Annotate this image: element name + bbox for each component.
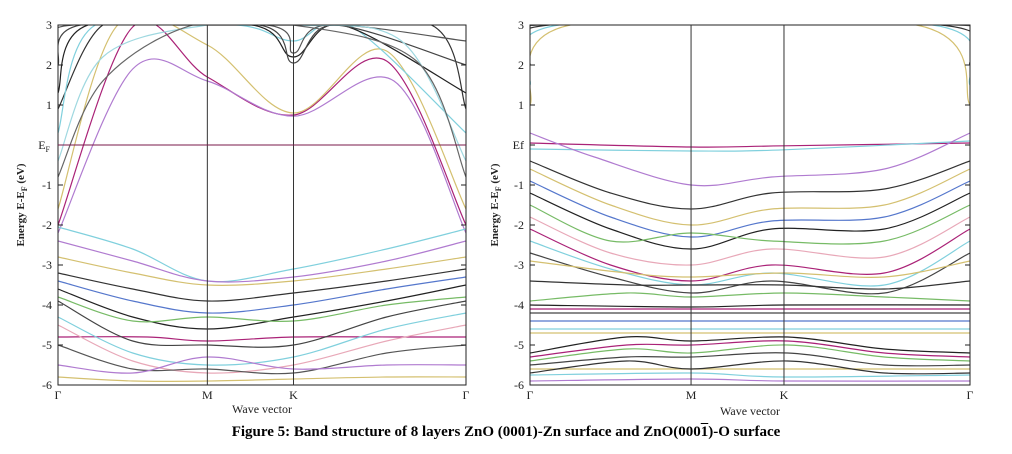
left-band-line-15 <box>58 276 466 314</box>
right-band-line-27 <box>530 340 970 358</box>
right-band-line-31 <box>530 372 970 378</box>
left-y-axis-label: Energy E-EF (eV) <box>15 163 29 246</box>
right-band-line-5 <box>530 142 970 148</box>
right-x-tick-label: Γ <box>967 388 974 402</box>
left-band-line-6 <box>58 25 466 94</box>
left-fermi-level-label: EF <box>38 138 50 154</box>
left-band-line-5 <box>58 25 466 134</box>
right-band-line-6 <box>530 140 970 152</box>
left-y-tick-label: -1 <box>42 178 52 192</box>
right-band-line-3 <box>530 25 970 86</box>
right-band-line-13 <box>530 216 970 266</box>
right-y-axis-label: Energy E-EF (eV) <box>489 163 503 246</box>
right-band-line-28 <box>530 344 970 362</box>
right-band-line-33 <box>530 360 970 375</box>
right-y-tick-label: 2 <box>518 58 524 72</box>
right-band-line-17 <box>530 260 970 278</box>
left-band-line-20 <box>58 300 466 348</box>
left-band-line-11 <box>58 226 466 283</box>
left-y-tick-label: -5 <box>42 338 52 352</box>
left-band-line-9 <box>58 25 466 162</box>
left-y-tick-label: -3 <box>42 258 52 272</box>
caption-overline-digit: 1 <box>700 424 709 440</box>
right-band-line-20 <box>530 304 970 308</box>
left-x-tick-label: Γ <box>55 388 62 402</box>
left-band-line-17 <box>58 296 466 323</box>
right-band-line-1 <box>530 25 970 106</box>
right-band-line-16 <box>530 252 970 295</box>
left-band-line-3 <box>58 25 466 210</box>
right-band-line-32 <box>530 378 970 382</box>
right-band-line-7 <box>530 132 970 187</box>
right-x-tick-label: K <box>780 388 789 402</box>
figure-caption: Figure 5: Band structure of 8 layers ZnO… <box>0 424 1012 441</box>
caption-overline-digits: 000 <box>678 424 701 440</box>
right-x-axis-label: Wave vector <box>720 404 780 418</box>
right-y-tick-label: -4 <box>514 298 524 312</box>
caption-prefix: Figure 5: Band structure of 8 layers ZnO… <box>231 424 679 440</box>
left-band-line-23 <box>58 376 466 382</box>
right-fermi-level-label: Ef <box>513 138 524 152</box>
right-y-tick-label: 1 <box>518 98 524 112</box>
left-band-line-16 <box>58 284 466 330</box>
left-y-tick-label: -6 <box>42 378 52 392</box>
left-y-tick-label: 2 <box>46 58 52 72</box>
left-band-line-21 <box>58 324 466 374</box>
left-y-tick-label: -4 <box>42 298 52 312</box>
right-x-tick-label: Γ <box>527 388 534 402</box>
right-band-line-9 <box>530 168 970 226</box>
right-band-line-19 <box>530 292 970 302</box>
right-band-line-10 <box>530 180 970 238</box>
right-y-tick-label: -5 <box>514 338 524 352</box>
right-y-tick-label: -6 <box>514 378 524 392</box>
left-x-tick-label: Γ <box>463 388 470 402</box>
caption-suffix: )-O surface <box>708 424 781 440</box>
right-band-line-8 <box>530 160 970 210</box>
right-band-line-12 <box>530 204 970 245</box>
right-y-tick-label: -3 <box>514 258 524 272</box>
left-band-line-24 <box>58 356 466 374</box>
left-band-line-2 <box>58 58 466 234</box>
right-y-tick-label: -2 <box>514 218 524 232</box>
right-x-tick-label: M <box>686 388 697 402</box>
left-x-tick-label: K <box>289 388 298 402</box>
right-band-line-15 <box>530 240 970 287</box>
right-band-line-2 <box>530 25 970 66</box>
left-x-tick-label: M <box>202 388 213 402</box>
right-band-line-18 <box>530 280 970 290</box>
right-plot-frame <box>529 24 971 386</box>
right-band-line-14 <box>530 228 970 282</box>
left-band-line-14 <box>58 268 466 302</box>
left-band-line-22 <box>58 344 466 375</box>
left-band-line-12 <box>58 240 466 283</box>
right-band-line-29 <box>530 352 970 367</box>
left-plot-frame <box>57 24 467 386</box>
left-y-tick-label: 3 <box>46 18 52 32</box>
right-y-tick-label: 3 <box>518 18 524 32</box>
left-band-line-1 <box>58 25 466 226</box>
left-band-line-4 <box>58 25 466 110</box>
left-band-line-10 <box>58 25 466 178</box>
left-x-axis-label: Wave vector <box>232 402 292 416</box>
right-y-tick-label: -1 <box>514 178 524 192</box>
right-band-line-26 <box>530 336 970 354</box>
left-y-tick-label: 1 <box>46 98 52 112</box>
right-band-line-11 <box>530 192 970 250</box>
left-y-tick-label: -2 <box>42 218 52 232</box>
left-band-line-13 <box>58 256 466 286</box>
